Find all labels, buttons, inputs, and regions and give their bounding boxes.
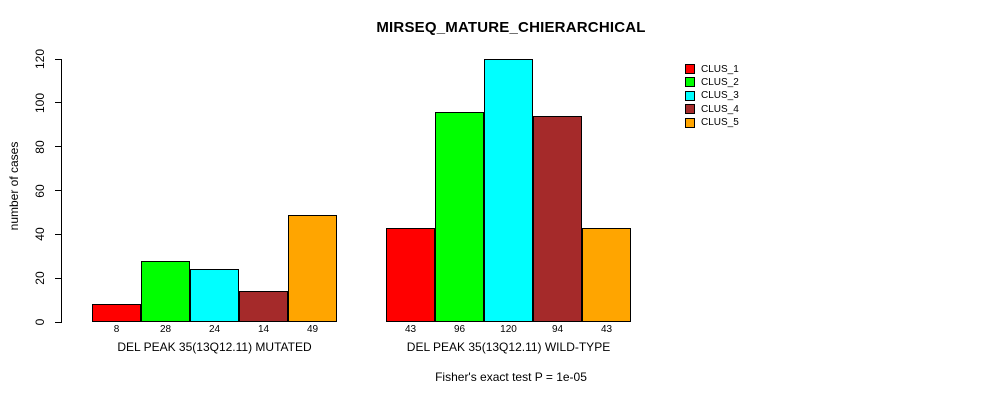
legend-label: CLUS_4 <box>701 103 739 115</box>
footnote: Fisher's exact test P = 1e-05 <box>435 370 587 384</box>
bar-value-label: 28 <box>159 324 172 335</box>
bar-value-label: 8 <box>113 324 120 335</box>
bar-clus_1-group2 <box>386 227 435 322</box>
y-axis-tick-label: 0 <box>33 318 47 326</box>
bar-clus_4-group1 <box>239 291 288 322</box>
bar-clus_5-group1 <box>288 214 337 322</box>
x-group-label: DEL PEAK 35(13Q12.11) WILD-TYPE <box>406 340 611 354</box>
y-axis-tick <box>55 58 62 60</box>
bar-value-label: 43 <box>404 324 417 335</box>
legend-label: CLUS_3 <box>701 90 739 102</box>
bar-value-label: 120 <box>500 324 517 335</box>
y-axis-tick-label: 80 <box>33 139 47 154</box>
bar-value-label: 14 <box>257 324 270 335</box>
legend-label: CLUS_5 <box>701 117 739 129</box>
legend-swatch-clus_3 <box>685 90 695 101</box>
bar-clus_2-group1 <box>141 260 190 322</box>
legend: CLUS_1 CLUS_2 CLUS_3 CLUS_4 CLUS_5 <box>685 64 739 131</box>
legend-item: CLUS_5 <box>685 117 739 129</box>
legend-label: CLUS_2 <box>701 76 739 88</box>
y-axis-line <box>61 59 62 323</box>
legend-item: CLUS_1 <box>685 63 739 75</box>
legend-swatch-clus_2 <box>685 77 695 88</box>
legend-label: CLUS_1 <box>701 63 739 75</box>
y-axis-tick <box>55 321 62 323</box>
legend-swatch-clus_1 <box>685 64 695 74</box>
bar-value-label: 49 <box>306 324 319 335</box>
y-axis-tick-label: 100 <box>33 92 47 113</box>
bar-clus_5-group2 <box>582 227 631 322</box>
y-axis-tick <box>55 277 62 279</box>
bar-clus_3-group1 <box>190 269 239 322</box>
y-axis-tick-label: 60 <box>33 183 47 198</box>
legend-item: CLUS_4 <box>685 103 739 115</box>
y-axis-tick <box>55 102 62 104</box>
bar-value-label: 94 <box>551 324 564 335</box>
y-axis-label: number of cases <box>7 141 21 231</box>
legend-swatch-clus_4 <box>685 104 695 115</box>
legend-swatch-clus_5 <box>685 117 695 128</box>
y-axis-tick-label: 40 <box>33 227 47 242</box>
y-axis-tick <box>55 233 62 235</box>
bar-value-label: 43 <box>600 324 613 335</box>
y-axis-tick <box>55 146 62 148</box>
bar-value-label: 96 <box>453 324 466 335</box>
chart-title: MIRSEQ_MATURE_CHIERARCHICAL <box>376 19 646 36</box>
x-group-label: DEL PEAK 35(13Q12.11) MUTATED <box>117 340 312 354</box>
y-axis-tick-label: 20 <box>33 271 47 285</box>
bar-value-label: 24 <box>208 324 221 335</box>
legend-item: CLUS_2 <box>685 76 739 88</box>
bar-clus_4-group2 <box>533 115 582 322</box>
y-axis-tick <box>55 190 62 191</box>
bar-clus_2-group2 <box>435 111 484 322</box>
y-axis-tick-label: 120 <box>33 48 47 70</box>
bar-clus_1-group1 <box>92 304 141 322</box>
bar-clus_3-group2 <box>484 59 533 322</box>
legend-item: CLUS_3 <box>685 90 739 102</box>
